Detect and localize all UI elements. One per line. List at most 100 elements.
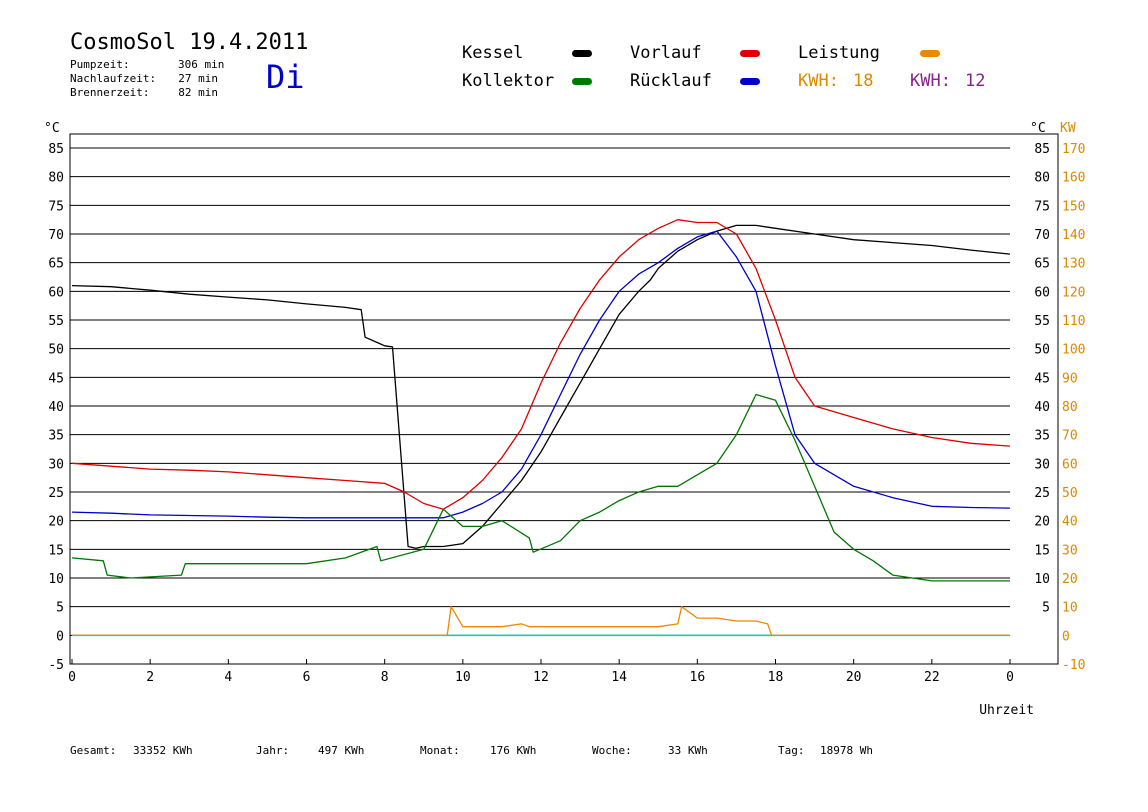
legend-vorlauf-swatch — [740, 50, 760, 57]
y-tick-label-right-c: 55 — [1034, 314, 1050, 329]
series-line-leistung — [72, 606, 1010, 636]
y-tick-label-right-kw: 90 — [1062, 371, 1078, 386]
footer-monat-label: Monat: — [420, 744, 460, 757]
stat-brennerzeit-label: Brennerzeit: — [70, 86, 150, 99]
plot-frame — [69, 133, 1059, 665]
stat-brennerzeit-value: 82 min — [178, 86, 218, 99]
x-tick-label: 0 — [68, 670, 76, 685]
x-tick-label: 20 — [846, 670, 862, 685]
x-tick-label: 6 — [303, 670, 311, 685]
y-tick-label-right-kw: 100 — [1062, 343, 1085, 358]
y-tick-label-right-kw: 150 — [1062, 199, 1085, 214]
x-tick-label: 2 — [146, 670, 154, 685]
x-tick-label: 0 — [1006, 670, 1014, 685]
x-tick-label: 14 — [611, 670, 627, 685]
stat-pumpzeit-label: Pumpzeit: — [70, 58, 130, 71]
y-tick-label-right-kw: 10 — [1062, 601, 1078, 616]
y-tick-label-right-c: 40 — [1034, 400, 1050, 415]
y-tick-label-left: 55 — [48, 314, 64, 329]
series-line-rücklauf — [71, 230, 1011, 519]
footer-tag-value: 18978 Wh — [820, 744, 873, 757]
y-tick-label-left: 50 — [48, 343, 64, 358]
y-tick-label-right-kw: 20 — [1062, 572, 1078, 587]
chart-title: CosmoSol 19.4.2011 — [70, 30, 309, 55]
y-tick-label-right-kw: 140 — [1062, 228, 1085, 243]
y-tick-label-right-kw: 50 — [1062, 486, 1078, 501]
y-tick-label-right-c: 70 — [1034, 228, 1050, 243]
y-tick-label-right-c: 25 — [1034, 486, 1050, 501]
y-tick-label-right-c: 20 — [1034, 515, 1050, 530]
y-tick-label-left: 0 — [56, 629, 64, 644]
y-tick-label-right-c: 65 — [1034, 257, 1050, 272]
y-tick-label-right-c: 10 — [1034, 572, 1050, 587]
legend-ruecklauf-label: Rücklauf — [630, 71, 712, 91]
y-tick-label-right-kw: 120 — [1062, 285, 1085, 300]
y-tick-label-right-c: 50 — [1034, 343, 1050, 358]
y-tick-label-left: 10 — [48, 572, 64, 587]
footer-woche-value: 33 KWh — [668, 744, 708, 757]
x-tick-label: 4 — [224, 670, 232, 685]
y-tick-label-right-kw: -10 — [1062, 658, 1085, 673]
y-tick-label-right-c: 60 — [1034, 285, 1050, 300]
y-tick-label-left: 35 — [48, 429, 64, 444]
legend-kessel-swatch — [572, 50, 592, 57]
y-tick-label-right-c: 35 — [1034, 429, 1050, 444]
y-tick-label-right-kw: 110 — [1062, 314, 1085, 329]
y-tick-label-left: 80 — [48, 171, 64, 186]
y-tick-label-left: 40 — [48, 400, 64, 415]
x-tick-label: 12 — [533, 670, 549, 685]
legend-leistung-swatch — [920, 50, 940, 57]
y-tick-label-left: 60 — [48, 285, 64, 300]
series-line-kessel — [71, 224, 1011, 549]
footer-woche-label: Woche: — [592, 744, 632, 757]
x-tick-label: 22 — [924, 670, 940, 685]
y-tick-label-right-kw: 30 — [1062, 543, 1078, 558]
footer-gesamt-label: Gesamt: — [70, 744, 117, 757]
y-tick-label-right-kw: 130 — [1062, 257, 1085, 272]
y-axis-unit-right-kw: KW — [1060, 121, 1076, 136]
legend-kwh1-value: 18 — [853, 71, 874, 91]
weekday-label: Di — [266, 58, 305, 96]
y-tick-label-right-c: 5 — [1042, 601, 1050, 616]
y-tick-label-left: 30 — [48, 457, 64, 472]
legend-kessel-label: Kessel — [462, 43, 524, 63]
legend-vorlauf-label: Vorlauf — [630, 43, 702, 63]
y-tick-label-right-c: 45 — [1034, 371, 1050, 386]
x-tick-label: 18 — [768, 670, 784, 685]
y-tick-label-right-c: 30 — [1034, 457, 1050, 472]
y-tick-label-right-c: 85 — [1034, 142, 1050, 157]
series-line-vorlauf — [71, 219, 1011, 510]
legend-kwh2-label: KWH: — [910, 71, 951, 91]
x-tick-label: 10 — [455, 670, 471, 685]
footer-gesamt-value: 33352 KWh — [133, 744, 193, 757]
y-tick-label-right-c: 80 — [1034, 171, 1050, 186]
legend-kwh1-label: KWH: — [798, 71, 839, 91]
y-axis-unit-right-c: °C — [1030, 121, 1046, 136]
y-tick-label-right-kw: 60 — [1062, 457, 1078, 472]
y-tick-label-left: 65 — [48, 257, 64, 272]
y-tick-label-right-kw: 160 — [1062, 171, 1085, 186]
footer-monat-value: 176 KWh — [490, 744, 537, 757]
y-tick-label-left: -5 — [48, 658, 64, 673]
x-tick-label: 16 — [690, 670, 706, 685]
y-tick-label-right-kw: 80 — [1062, 400, 1078, 415]
y-tick-label-right-kw: 70 — [1062, 429, 1078, 444]
y-axis-unit-left: °C — [44, 121, 60, 136]
y-tick-label-left: 20 — [48, 515, 64, 530]
y-tick-label-left: 25 — [48, 486, 64, 501]
y-tick-label-right-kw: 40 — [1062, 515, 1078, 530]
footer-jahr-value: 497 KWh — [318, 744, 365, 757]
y-tick-label-right-c: 15 — [1034, 543, 1050, 558]
series-line-kollektor — [71, 393, 1010, 582]
y-tick-label-left: 70 — [48, 228, 64, 243]
y-tick-label-right-kw: 170 — [1062, 142, 1085, 157]
y-tick-label-right-c: 75 — [1034, 199, 1050, 214]
legend-ruecklauf-swatch — [740, 78, 760, 85]
legend-kwh2-value: 12 — [965, 71, 986, 91]
legend-kollektor-swatch — [572, 78, 592, 85]
y-tick-label-left: 15 — [48, 543, 64, 558]
y-tick-label-left: 75 — [48, 199, 64, 214]
legend-leistung-label: Leistung — [798, 43, 880, 63]
y-tick-label-left: 5 — [56, 601, 64, 616]
